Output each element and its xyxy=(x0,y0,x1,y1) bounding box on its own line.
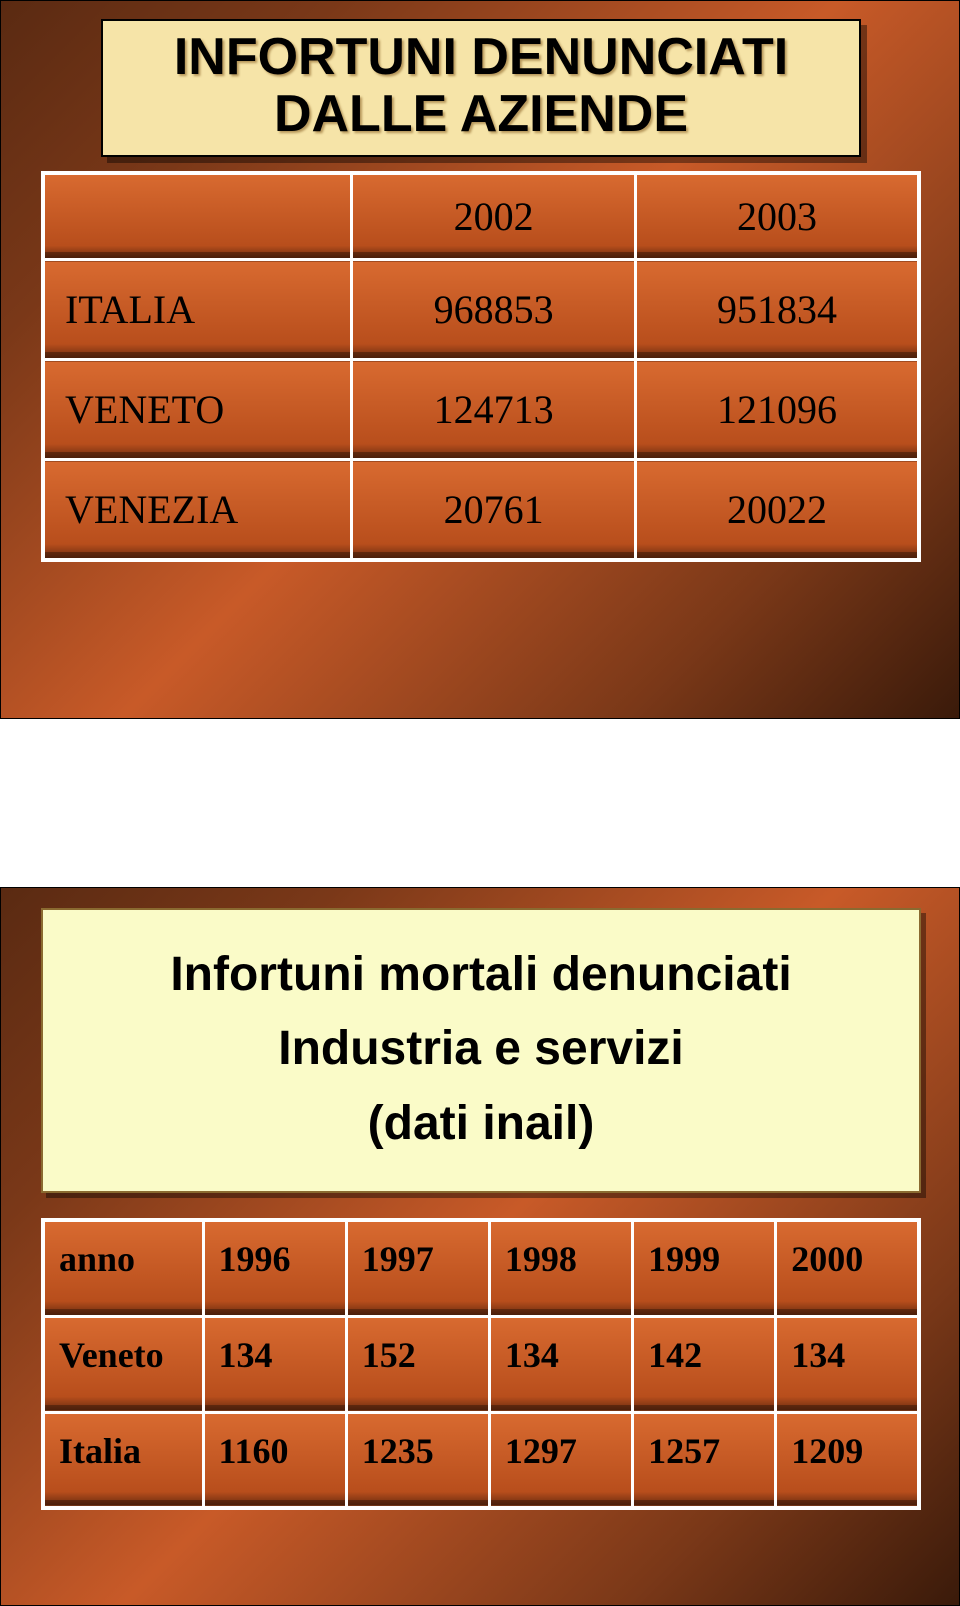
cell-italia-1997: 1235 xyxy=(346,1412,489,1508)
slide1-title-line1: INFORTUNI DENUNCIATI xyxy=(113,29,849,86)
cell-italia-1996: 1160 xyxy=(203,1412,346,1508)
cell-italia-2000: 1209 xyxy=(776,1412,919,1508)
row-label-italia: ITALIA xyxy=(43,260,352,360)
header-2000: 2000 xyxy=(776,1220,919,1316)
cell-veneto-2002: 124713 xyxy=(352,360,636,460)
header-cell-2002: 2002 xyxy=(352,173,636,260)
cell-venezia-2002: 20761 xyxy=(352,460,636,560)
cell-veneto-1998: 134 xyxy=(489,1316,632,1412)
table-row: anno 1996 1997 1998 1999 2000 xyxy=(43,1220,919,1316)
cell-veneto-2003: 121096 xyxy=(635,360,919,460)
slide1-table: 2002 2003 ITALIA 968853 951834 VENETO 12… xyxy=(41,171,921,562)
slide1-title-line2: DALLE AZIENDE xyxy=(113,86,849,143)
header-1996: 1996 xyxy=(203,1220,346,1316)
header-1997: 1997 xyxy=(346,1220,489,1316)
slide-2: Infortuni mortali denunciati Industria e… xyxy=(0,887,960,1606)
table-row: VENEZIA 20761 20022 xyxy=(43,460,919,560)
cell-italia-1998: 1297 xyxy=(489,1412,632,1508)
row-label-venezia: VENEZIA xyxy=(43,460,352,560)
slide2-title-box: Infortuni mortali denunciati Industria e… xyxy=(41,908,921,1193)
cell-italia-2002: 968853 xyxy=(352,260,636,360)
table-row: VENETO 124713 121096 xyxy=(43,360,919,460)
row-label-italia2: Italia xyxy=(43,1412,203,1508)
cell-venezia-2003: 20022 xyxy=(635,460,919,560)
slide2-title-line2: Industria e servizi xyxy=(63,1012,899,1086)
slide2-table: anno 1996 1997 1998 1999 2000 Veneto 134… xyxy=(41,1218,921,1510)
header-cell-2003: 2003 xyxy=(635,173,919,260)
header-1998: 1998 xyxy=(489,1220,632,1316)
cell-veneto-2000: 134 xyxy=(776,1316,919,1412)
cell-veneto-1997: 152 xyxy=(346,1316,489,1412)
cell-italia-2003: 951834 xyxy=(635,260,919,360)
slide-1: INFORTUNI DENUNCIATI DALLE AZIENDE 2002 … xyxy=(0,0,960,719)
table-row: Veneto 134 152 134 142 134 xyxy=(43,1316,919,1412)
table-row: Italia 1160 1235 1297 1257 1209 xyxy=(43,1412,919,1508)
table-row: 2002 2003 xyxy=(43,173,919,260)
table-row: ITALIA 968853 951834 xyxy=(43,260,919,360)
cell-italia-1999: 1257 xyxy=(633,1412,776,1508)
row-label-veneto: VENETO xyxy=(43,360,352,460)
cell-veneto-1999: 142 xyxy=(633,1316,776,1412)
slide1-title-box: INFORTUNI DENUNCIATI DALLE AZIENDE xyxy=(101,19,861,157)
header-1999: 1999 xyxy=(633,1220,776,1316)
header-anno: anno xyxy=(43,1220,203,1316)
slide2-title-line3: (dati inail) xyxy=(63,1087,899,1161)
row-label-veneto2: Veneto xyxy=(43,1316,203,1412)
header-cell-empty xyxy=(43,173,352,260)
cell-veneto-1996: 134 xyxy=(203,1316,346,1412)
slide2-title-line1: Infortuni mortali denunciati xyxy=(63,938,899,1012)
